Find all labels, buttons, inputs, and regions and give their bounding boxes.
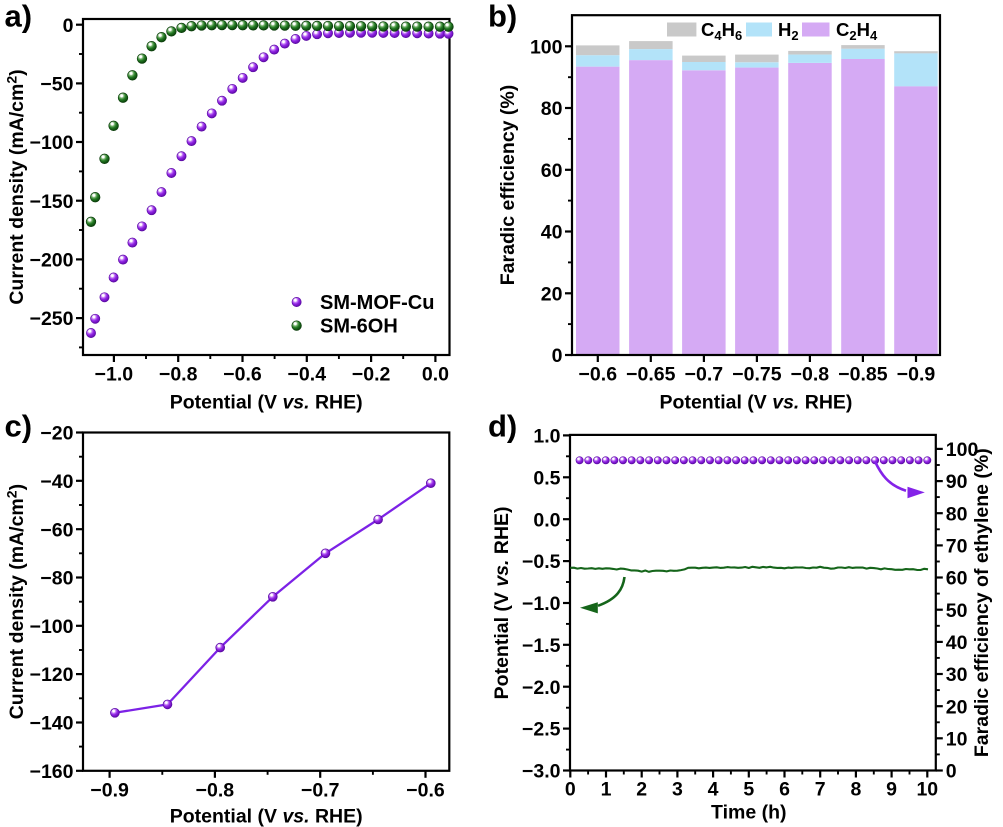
svg-text:−120: −120: [30, 664, 74, 686]
svg-text:SM-MOF-Cu: SM-MOF-Cu: [320, 292, 434, 314]
svg-text:50: 50: [946, 600, 968, 622]
svg-text:SM-6OH: SM-6OH: [320, 316, 398, 338]
svg-text:4: 4: [708, 779, 719, 801]
svg-text:Potential (V vs. RHE): Potential (V vs. RHE): [170, 806, 363, 827]
svg-text:Faradic efficiency of ethylene: Faradic efficiency of ethylene (%): [971, 448, 993, 757]
svg-text:−250: −250: [30, 308, 74, 330]
svg-text:−0.6: −0.6: [579, 364, 618, 386]
svg-text:−0.9: −0.9: [897, 364, 936, 386]
svg-text:C2H4: C2H4: [836, 19, 878, 43]
svg-text:20: 20: [541, 283, 563, 305]
svg-text:−0.85: −0.85: [838, 364, 887, 386]
svg-text:20: 20: [946, 696, 968, 718]
svg-text:−140: −140: [30, 713, 74, 735]
svg-text:0: 0: [946, 761, 957, 783]
svg-text:Potential (V vs. RHE): Potential (V vs. RHE): [170, 392, 363, 414]
svg-text:a): a): [5, 0, 33, 34]
svg-text:2: 2: [636, 779, 647, 801]
svg-text:−1.5: −1.5: [522, 635, 561, 657]
svg-text:Potential (V vs. RHE): Potential (V vs. RHE): [491, 506, 513, 699]
svg-text:C4H6: C4H6: [701, 19, 742, 43]
svg-text:9: 9: [886, 779, 897, 801]
svg-text:−0.6: −0.6: [406, 780, 445, 802]
svg-text:−40: −40: [40, 471, 73, 493]
svg-text:−1.0: −1.0: [95, 364, 134, 386]
svg-text:10: 10: [916, 779, 938, 801]
svg-text:Potential (V vs. RHE): Potential (V vs. RHE): [660, 392, 853, 414]
svg-text:0.0: 0.0: [533, 509, 560, 531]
svg-text:Faradic efficiency (%): Faradic efficiency (%): [497, 85, 519, 285]
svg-text:40: 40: [541, 222, 563, 244]
svg-text:70: 70: [946, 536, 968, 558]
svg-text:−0.75: −0.75: [732, 364, 781, 386]
svg-text:Time (h): Time (h): [711, 802, 786, 824]
svg-text:0.5: 0.5: [533, 467, 560, 489]
svg-text:3: 3: [672, 779, 683, 801]
svg-text:60: 60: [541, 160, 563, 182]
svg-text:30: 30: [946, 664, 968, 686]
svg-text:90: 90: [946, 471, 968, 493]
svg-text:d): d): [488, 409, 517, 444]
svg-text:−2.5: −2.5: [522, 719, 561, 741]
svg-text:−0.2: −0.2: [352, 364, 391, 386]
svg-text:−0.4: −0.4: [288, 364, 327, 386]
svg-text:−0.8: −0.8: [791, 364, 830, 386]
svg-text:−0.6: −0.6: [223, 364, 262, 386]
svg-text:6: 6: [779, 779, 790, 801]
svg-text:Current density (mA/cm2): Current density (mA/cm2): [4, 69, 29, 304]
svg-text:60: 60: [946, 568, 968, 590]
svg-text:−1.0: −1.0: [522, 593, 561, 615]
svg-text:100: 100: [530, 36, 563, 58]
svg-text:−80: −80: [40, 568, 73, 590]
svg-text:−0.7: −0.7: [301, 780, 340, 802]
svg-text:40: 40: [946, 632, 968, 654]
svg-text:−160: −160: [30, 761, 74, 783]
svg-text:−60: −60: [40, 519, 73, 541]
svg-text:−3.0: −3.0: [522, 761, 561, 783]
svg-text:0: 0: [63, 15, 74, 37]
svg-text:−20: −20: [40, 423, 73, 445]
svg-text:1: 1: [601, 779, 612, 801]
svg-text:−0.7: −0.7: [685, 364, 724, 386]
svg-text:0: 0: [552, 345, 563, 367]
svg-text:7: 7: [815, 779, 826, 801]
svg-text:H2: H2: [778, 19, 799, 43]
svg-text:80: 80: [946, 503, 968, 525]
svg-text:c): c): [5, 409, 33, 444]
svg-text:100: 100: [946, 439, 979, 461]
svg-text:0: 0: [565, 779, 576, 801]
svg-text:−0.65: −0.65: [626, 364, 675, 386]
svg-text:Current density (mA/cm2): Current density (mA/cm2): [4, 484, 29, 719]
svg-text:−2.0: −2.0: [522, 677, 561, 699]
svg-text:−50: −50: [40, 74, 73, 96]
svg-text:−100: −100: [30, 616, 74, 638]
svg-text:8: 8: [850, 779, 861, 801]
svg-text:−0.9: −0.9: [90, 780, 129, 802]
svg-text:−200: −200: [30, 250, 74, 272]
svg-text:−100: −100: [30, 132, 74, 154]
svg-text:−150: −150: [30, 191, 74, 213]
svg-text:−0.5: −0.5: [522, 551, 561, 573]
svg-text:80: 80: [541, 98, 563, 120]
svg-text:10: 10: [946, 728, 968, 750]
svg-text:−0.8: −0.8: [196, 780, 235, 802]
svg-text:1.0: 1.0: [533, 426, 560, 448]
svg-text:5: 5: [743, 779, 754, 801]
svg-text:b): b): [488, 0, 517, 34]
svg-text:−0.8: −0.8: [159, 364, 198, 386]
svg-text:0.0: 0.0: [422, 364, 449, 386]
